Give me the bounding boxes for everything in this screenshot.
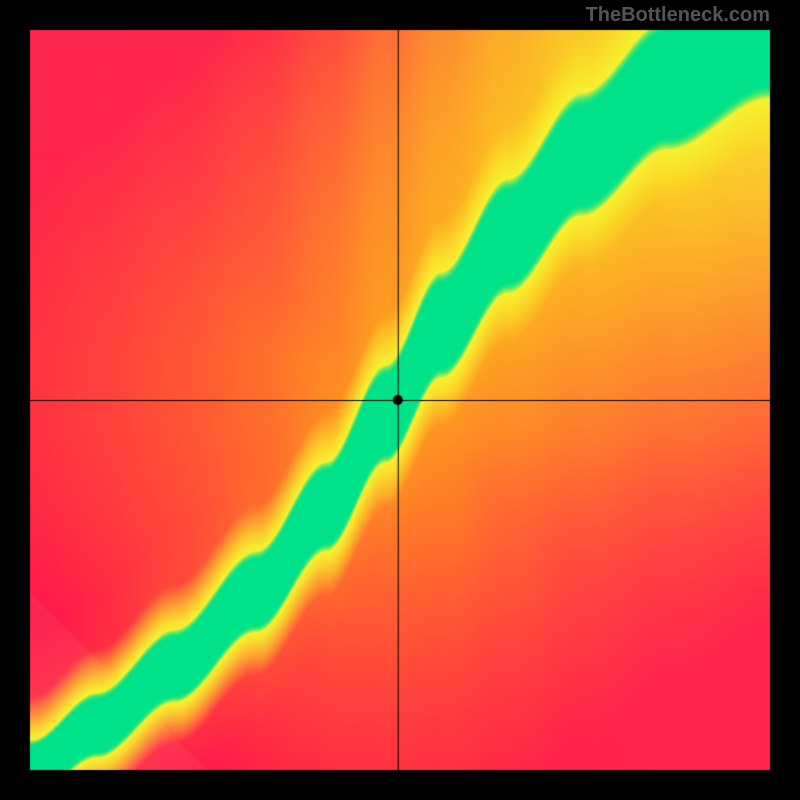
watermark-text: TheBottleneck.com bbox=[586, 4, 770, 27]
bottleneck-heatmap bbox=[0, 0, 800, 800]
